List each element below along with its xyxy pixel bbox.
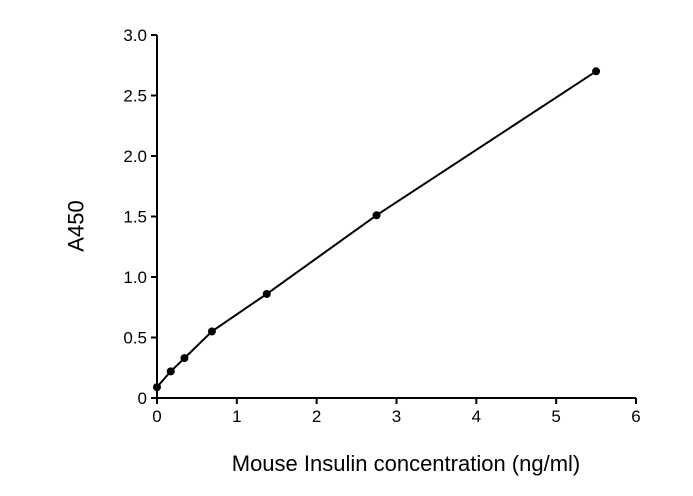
x-tick-label: 5: [551, 407, 560, 426]
x-tick-label: 1: [232, 407, 241, 426]
x-axis-title: Mouse Insulin concentration (ng/ml): [232, 451, 581, 476]
data-point: [262, 289, 271, 298]
y-tick-label: 2.5: [123, 87, 147, 106]
data-point: [207, 327, 216, 336]
y-axis-title: A450: [64, 200, 89, 251]
x-tick-label: 4: [472, 407, 481, 426]
x-tick-label: 3: [392, 407, 401, 426]
x-tick-label: 2: [312, 407, 321, 426]
y-ticks: 0 0.5 1.0 1.5 2.0 2.5 3.0: [123, 26, 157, 408]
series: [153, 67, 601, 392]
series-line: [156, 70, 597, 388]
y-tick-label: 3.0: [123, 26, 147, 45]
data-point: [153, 383, 161, 392]
data-point: [372, 211, 381, 220]
y-tick-label: 1.0: [123, 268, 147, 287]
y-tick-label: 0.5: [123, 329, 147, 348]
y-tick-label: 1.5: [123, 208, 147, 227]
x-tick-label: 0: [152, 407, 161, 426]
x-tick-label: 6: [631, 407, 640, 426]
data-point: [592, 67, 601, 76]
data-point: [166, 367, 175, 376]
x-ticks: 0 1 2 3 4 5 6: [152, 398, 641, 426]
axes: [156, 35, 636, 399]
y-tick-label: 0: [138, 389, 147, 408]
data-point: [180, 354, 189, 363]
y-tick-label: 2.0: [123, 147, 147, 166]
